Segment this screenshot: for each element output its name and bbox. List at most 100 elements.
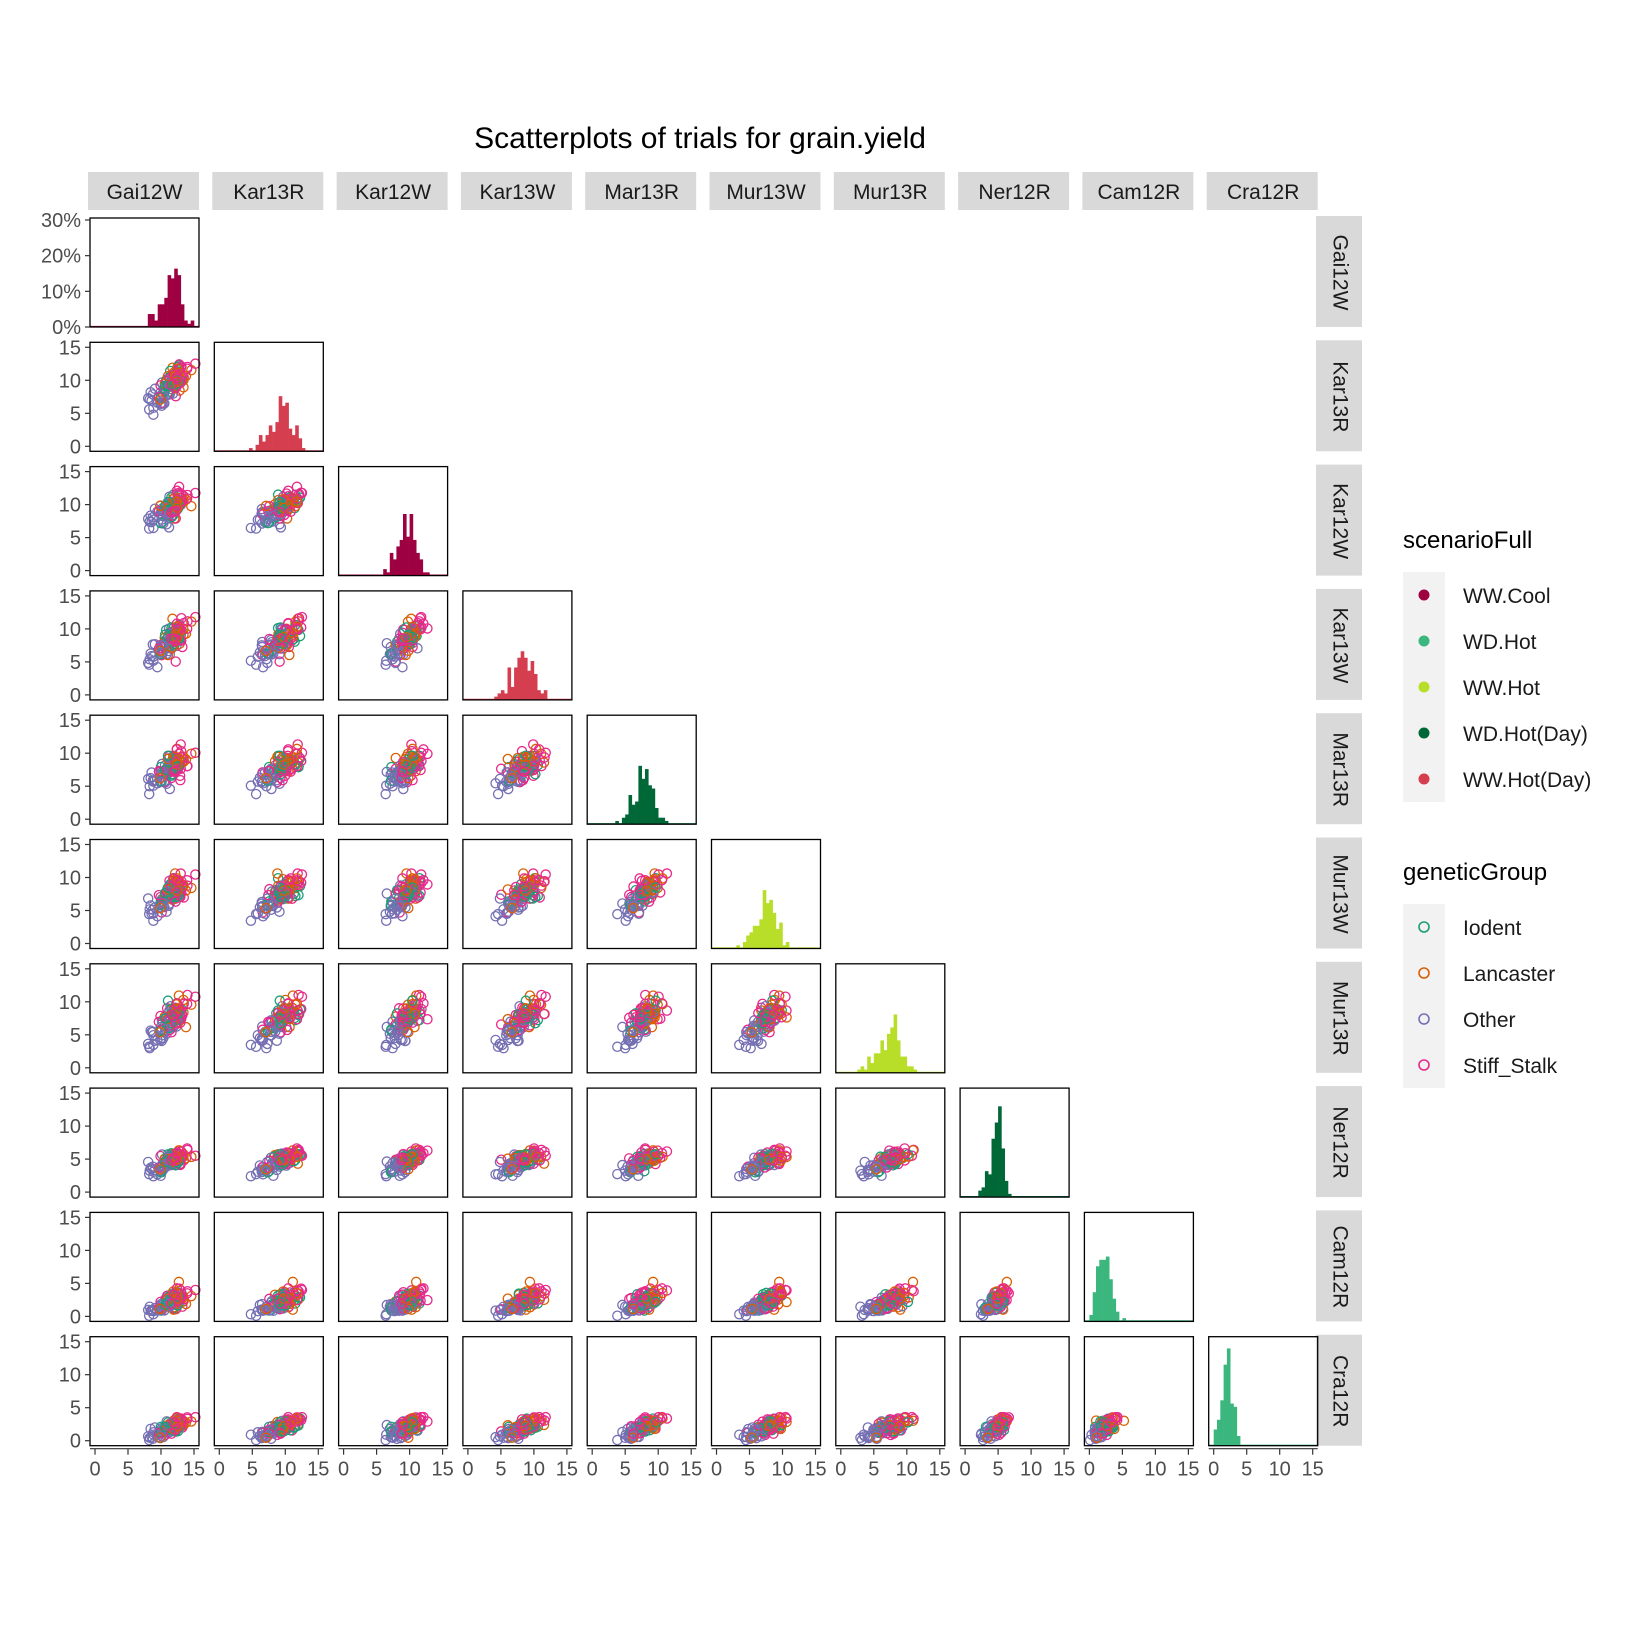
scatter-point [148,522,159,534]
scatter-point [168,766,179,777]
histogram-bar [386,572,391,576]
scatter-point [412,617,424,629]
scatter-point [254,514,266,525]
panel-frame [213,341,324,452]
scatter-point [142,1038,154,1050]
row-strip [1316,1210,1362,1322]
scatter-panel [213,465,324,577]
panel-frame [710,1087,822,1198]
scatter-point [612,1310,623,1321]
histogram-bar [249,448,253,452]
histogram-bar [736,945,740,949]
histogram-bar [984,1171,989,1198]
histogram-bar [762,890,767,949]
scatter-point [254,647,266,658]
histogram-bar [621,817,626,825]
scatter-point [390,657,401,669]
panel-frame [337,1087,449,1198]
histogram-bar [766,903,770,949]
scatter-point [271,1035,283,1046]
histogram-bar [416,552,420,576]
scatter-point [518,766,530,777]
scatter-point [145,648,156,659]
histogram-bar [298,438,303,452]
histogram-bar [409,513,414,576]
histogram-panel [710,838,822,950]
histogram-bar [147,314,152,327]
row-strip [1316,961,1362,1073]
scatter-point [144,1042,155,1054]
histogram-bar [903,1056,908,1073]
histogram-bar [641,778,646,825]
scatter-point [154,394,166,405]
histogram-panel [89,217,200,328]
scatter-point [415,611,427,623]
histogram-bar [510,686,515,700]
scatter-point [291,493,303,504]
panel-frame [89,838,200,950]
histogram-bar [1105,1256,1110,1322]
scatter-point [166,507,177,518]
scatter-point [168,369,179,381]
scatter-panel [89,590,201,701]
scatter-point [283,744,294,755]
scatter-point [170,896,181,907]
scatter-panel [213,838,324,950]
histogram-bar [167,275,172,327]
histogram-bar [288,428,293,452]
scatter-point [154,500,166,512]
histogram-bar [893,1014,898,1073]
panel-frame [586,714,697,825]
scatter-point [171,621,183,633]
scatter-point [186,748,197,759]
histogram-panel [586,714,697,825]
scatter-point [170,656,181,667]
scatter-point [283,874,294,886]
scatter-point [524,1276,536,1288]
panel-frame [337,590,449,701]
scatter-point [172,891,184,902]
panel-frame [462,714,573,825]
scatter-panel [337,838,449,950]
scatter-point [285,506,296,518]
row-strip-label: Gai12W [1328,235,1351,311]
panel-frame [213,714,324,825]
histogram-bar [530,660,535,700]
histogram-bar [514,667,518,700]
histogram-bar [301,448,306,452]
scatter-point [143,788,155,800]
histogram-bar [998,1106,1002,1198]
row-strip-label: Mur13W [1328,854,1351,934]
scatter-point [278,759,290,770]
scatter-point [145,510,156,521]
scatter-point [162,750,174,761]
histogram-bar [540,693,545,700]
scatter-point [275,507,286,518]
panel-frame [213,1087,324,1198]
row-strip [1316,1334,1362,1446]
scatter-point [143,523,155,534]
histogram-bar [772,912,777,949]
scatter-point [190,869,201,880]
histogram-bar [648,785,652,825]
scatter-point [539,752,550,763]
histogram-bar [272,431,276,452]
panel-frame [337,838,449,950]
scatter-point [533,874,545,886]
scatter-point [166,379,177,391]
scatter-point [649,868,660,879]
scatter-point [495,763,507,775]
scatter-point [262,657,273,669]
panel-frame [710,838,822,950]
scatter-point [418,744,429,755]
histogram-bar [500,690,505,700]
scatter-panel [462,1087,573,1198]
histogram-panel [462,590,573,701]
histogram-bar [494,696,498,700]
scatter-point [260,772,272,784]
histogram-bar [890,1027,894,1073]
histogram-bar [419,559,424,576]
column-strip-label: Kar12W [355,181,431,204]
row-strip-label: Cam12R [1328,1225,1351,1308]
histogram-bar [625,814,629,825]
